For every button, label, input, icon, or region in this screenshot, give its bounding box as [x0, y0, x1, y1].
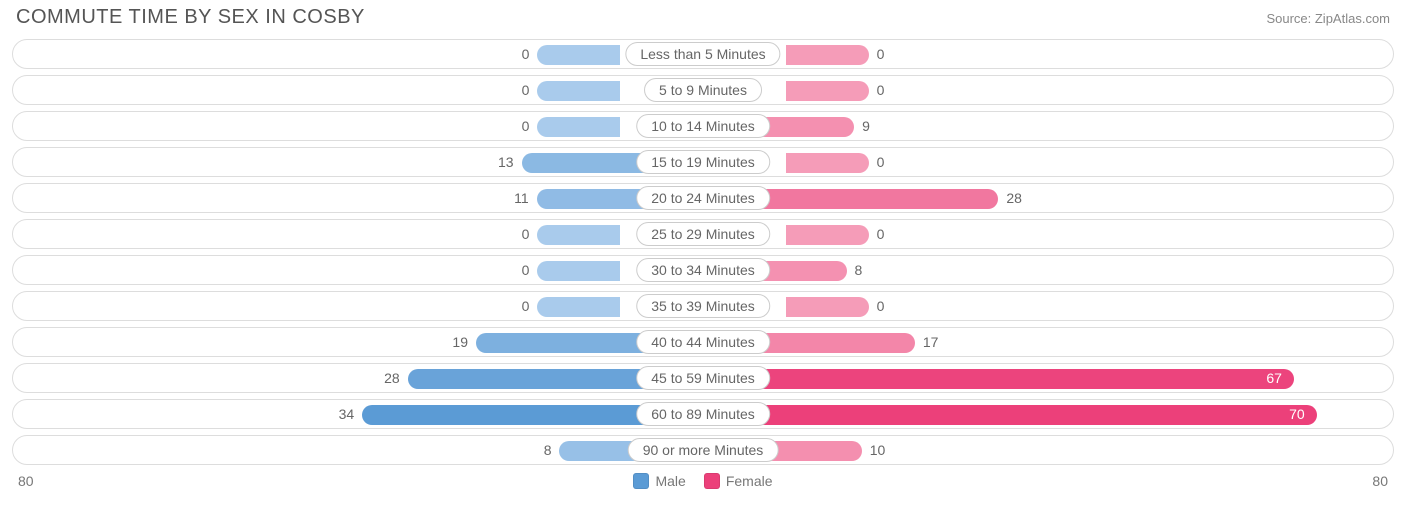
bar-female [703, 405, 1317, 425]
bar-female [703, 369, 1294, 389]
chart-footer: 80 Male Female 80 [12, 471, 1394, 497]
value-male: 11 [514, 190, 529, 206]
chart-row: 0 0 35 to 39 Minutes [12, 291, 1394, 321]
chart-title: COMMUTE TIME BY SEX IN COSBY [16, 6, 365, 29]
swatch-male [633, 473, 649, 489]
row-label: 90 or more Minutes [628, 438, 779, 462]
chart-row: 28 67 45 to 59 Minutes [12, 363, 1394, 393]
row-label: 25 to 29 Minutes [636, 222, 770, 246]
legend-item-male: Male [633, 473, 685, 489]
chart-source: Source: ZipAtlas.com [1266, 11, 1390, 26]
chart-row: 19 17 40 to 44 Minutes [12, 327, 1394, 357]
bar-male [537, 81, 620, 101]
bar-female [786, 297, 869, 317]
value-male: 0 [522, 46, 530, 62]
row-label: 15 to 19 Minutes [636, 150, 770, 174]
legend: Male Female [633, 473, 772, 489]
value-male: 0 [522, 118, 530, 134]
value-female: 0 [877, 154, 885, 170]
value-female: 0 [877, 46, 885, 62]
value-female: 10 [870, 442, 886, 458]
value-male: 19 [452, 334, 468, 350]
row-label: 60 to 89 Minutes [636, 402, 770, 426]
bar-male [537, 45, 620, 65]
value-male: 0 [522, 82, 530, 98]
axis-max-right: 80 [1372, 473, 1388, 489]
bar-female [786, 45, 869, 65]
row-label: Less than 5 Minutes [625, 42, 780, 66]
value-male: 0 [522, 298, 530, 314]
row-label: 45 to 59 Minutes [636, 366, 770, 390]
legend-item-female: Female [704, 473, 773, 489]
value-female: 28 [1006, 190, 1022, 206]
row-label: 5 to 9 Minutes [644, 78, 762, 102]
row-label: 20 to 24 Minutes [636, 186, 770, 210]
bar-male [537, 261, 620, 281]
bar-male [537, 297, 620, 317]
value-female: 0 [877, 298, 885, 314]
chart-row: 0 0 Less than 5 Minutes [12, 39, 1394, 69]
row-label: 30 to 34 Minutes [636, 258, 770, 282]
bar-female [786, 153, 869, 173]
legend-label-female: Female [726, 473, 773, 489]
value-male: 34 [339, 406, 355, 422]
axis-max-left: 80 [18, 473, 34, 489]
chart-row: 0 0 5 to 9 Minutes [12, 75, 1394, 105]
legend-label-male: Male [655, 473, 685, 489]
value-male: 0 [522, 226, 530, 242]
value-female: 70 [1289, 406, 1305, 422]
chart-rows: 0 0 Less than 5 Minutes 0 0 5 to 9 Minutes 0 9 1… [12, 39, 1394, 465]
value-female: 17 [923, 334, 939, 350]
chart-header: COMMUTE TIME BY SEX IN COSBY Source: Zip… [12, 0, 1394, 39]
commute-chart: COMMUTE TIME BY SEX IN COSBY Source: Zip… [0, 0, 1406, 497]
bar-male [537, 117, 620, 137]
chart-row: 34 70 60 to 89 Minutes [12, 399, 1394, 429]
bar-female [786, 81, 869, 101]
chart-row: 0 8 30 to 34 Minutes [12, 255, 1394, 285]
chart-row: 11 28 20 to 24 Minutes [12, 183, 1394, 213]
bar-female [786, 225, 869, 245]
value-female: 0 [877, 226, 885, 242]
chart-row: 0 0 25 to 29 Minutes [12, 219, 1394, 249]
row-label: 35 to 39 Minutes [636, 294, 770, 318]
value-female: 0 [877, 82, 885, 98]
row-label: 10 to 14 Minutes [636, 114, 770, 138]
value-female: 67 [1266, 370, 1282, 386]
value-female: 9 [862, 118, 870, 134]
value-male: 28 [384, 370, 400, 386]
chart-row: 8 10 90 or more Minutes [12, 435, 1394, 465]
chart-row: 0 9 10 to 14 Minutes [12, 111, 1394, 141]
swatch-female [704, 473, 720, 489]
value-female: 8 [855, 262, 863, 278]
value-male: 0 [522, 262, 530, 278]
value-male: 13 [498, 154, 514, 170]
bar-male [537, 225, 620, 245]
row-label: 40 to 44 Minutes [636, 330, 770, 354]
value-male: 8 [544, 442, 552, 458]
chart-row: 13 0 15 to 19 Minutes [12, 147, 1394, 177]
